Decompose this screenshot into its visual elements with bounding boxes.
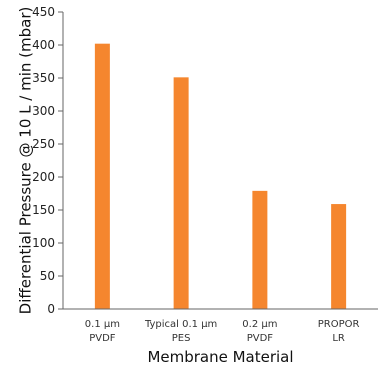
x-axis-title: Membrane Material — [147, 348, 293, 366]
y-tick-label: 200 — [32, 170, 55, 184]
y-tick-label: 250 — [32, 137, 55, 151]
bar — [331, 204, 347, 309]
y-tick-label: 0 — [47, 302, 55, 316]
y-tick-label: 450 — [32, 5, 55, 19]
y-axis-ticks: 0 50 100 150 200 250 300 350 400 450 — [32, 5, 63, 316]
x-tick-label: 0.1 μm PVDF — [85, 319, 120, 344]
bar — [94, 43, 110, 310]
bars — [94, 43, 347, 310]
y-tick-label: 400 — [32, 38, 55, 52]
y-tick-label: 50 — [40, 269, 55, 283]
y-tick-label: 100 — [32, 236, 55, 250]
y-tick-label: 300 — [32, 104, 55, 118]
x-tick-label: PROPOR LR — [318, 319, 360, 344]
x-tick-label: 0.2 μm PVDF — [242, 319, 277, 344]
y-tick-label: 150 — [32, 203, 55, 217]
bar — [252, 190, 268, 309]
y-axis-title: Differential Pressure @ 10 L / min (mbar… — [17, 7, 35, 315]
bar — [173, 77, 189, 309]
y-tick-label: 350 — [32, 71, 55, 85]
x-axis-category-labels: 0.1 μm PVDF Typical 0.1 μm PES 0.2 μm PVDF PRO… — [85, 319, 360, 344]
x-tick-label: Typical 0.1 μm PES — [144, 319, 217, 344]
